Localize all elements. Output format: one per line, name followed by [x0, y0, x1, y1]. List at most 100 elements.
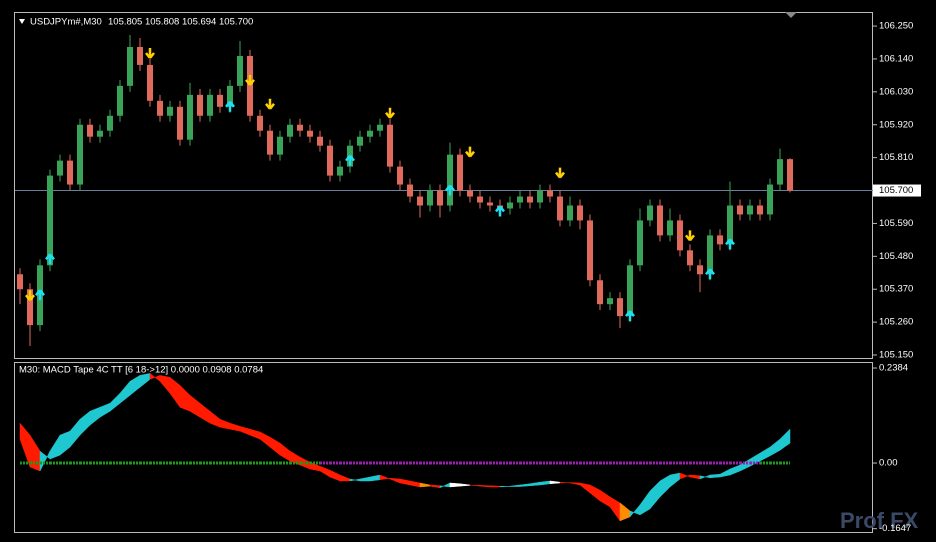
sell-arrow: [685, 230, 695, 242]
last-bar-high: 105.808: [145, 17, 179, 28]
macd-tape: [169, 376, 181, 409]
y-tick-label: 105.370: [879, 284, 913, 295]
buy-arrow: [445, 184, 455, 196]
candle-body: [257, 115, 263, 131]
candle-body: [317, 136, 323, 146]
candle-body: [397, 166, 403, 185]
candle-body: [17, 274, 23, 290]
macd-tape: [469, 484, 481, 487]
macd-tape: [159, 375, 171, 394]
macd-tape: [699, 474, 711, 480]
candle-body: [217, 94, 223, 107]
buy-arrow: [625, 310, 635, 322]
macd-tape: [739, 458, 751, 472]
macd-tape: [609, 496, 621, 522]
macd-tape: [529, 481, 541, 487]
macd-tape: [39, 450, 51, 472]
candle-body: [617, 298, 623, 317]
candle-body: [367, 130, 373, 137]
macd-tape: [689, 474, 701, 480]
macd-tape: [709, 473, 721, 479]
candle-body: [667, 220, 673, 236]
macd-tape: [129, 374, 141, 396]
candle-body: [427, 190, 433, 206]
macd-tape: [659, 474, 671, 498]
macd-tape: [569, 482, 581, 486]
buy-arrow: [345, 154, 355, 166]
macd-tape: [679, 472, 691, 480]
macd-tape: [199, 402, 211, 424]
y-tick-label: -0.1647: [879, 523, 911, 534]
candle-body: [97, 130, 103, 137]
candle-body: [57, 160, 63, 176]
candle-body: [287, 124, 293, 137]
candle-body: [457, 154, 463, 191]
candle-body: [677, 220, 683, 251]
macd-tape: [219, 418, 231, 430]
candle-body: [157, 100, 163, 116]
candle-body: [87, 124, 93, 137]
macd-tape: [99, 402, 111, 418]
last-bar-low: 105.694: [182, 17, 216, 28]
candle-body: [447, 154, 453, 206]
buy-arrow: [705, 268, 715, 280]
macd-tape: [579, 482, 591, 494]
macd-tape: [669, 472, 681, 488]
candle-body: [657, 205, 663, 236]
y-tick-label: 105.480: [879, 251, 913, 262]
macd-tape: [719, 468, 731, 478]
candle-body: [27, 289, 33, 326]
macd-tape: [419, 482, 431, 488]
candle-body: [787, 159, 793, 191]
candle-body: [167, 106, 173, 116]
y-tick-label: 106.250: [879, 21, 913, 32]
macd-tape: [259, 431, 271, 448]
sell-arrow: [25, 290, 35, 301]
candle-body: [377, 124, 383, 131]
macd-tape: [599, 489, 611, 508]
macd-tape: [329, 469, 341, 482]
macd-tape: [629, 504, 641, 518]
candle-body: [777, 159, 783, 185]
candle-body: [67, 160, 73, 185]
macd-tape: [349, 478, 361, 482]
candle-body: [647, 205, 653, 221]
candle-body: [137, 46, 143, 65]
macd-tape: [19, 422, 31, 468]
sell-arrow: [555, 167, 565, 179]
macd-tape: [49, 434, 61, 460]
y-tick-label: 0.2384: [879, 363, 908, 374]
macd-tape: [279, 442, 291, 462]
y-tick-label: 106.140: [879, 53, 913, 64]
candle-body: [267, 130, 273, 155]
candle-body: [117, 85, 123, 116]
macd-tape: [399, 478, 411, 486]
macd-tape: [389, 477, 401, 484]
y-tick-label: 105.590: [879, 218, 913, 229]
macd-tape: [549, 480, 561, 485]
current-price-label: 105.700: [879, 185, 913, 196]
candle-body: [247, 55, 253, 116]
macd-tape: [519, 483, 531, 487]
candle-body: [387, 124, 393, 167]
candle-body: [197, 94, 203, 116]
macd-tape: [479, 485, 491, 488]
macd-tape: [109, 392, 121, 412]
candle-body: [307, 130, 313, 137]
candle-body: [767, 184, 773, 215]
macd-tape: [499, 485, 511, 488]
candle-body: [407, 184, 413, 197]
candle-body: [207, 94, 213, 116]
candle-body: [507, 202, 513, 209]
last-bar-close: 105.700: [219, 17, 253, 28]
indicator-pane: [14, 362, 873, 533]
candle-body: [737, 205, 743, 215]
candle-body: [277, 136, 283, 155]
candle-body: [547, 190, 553, 197]
y-tick-label: 105.920: [879, 119, 913, 130]
macd-tape: [539, 480, 551, 486]
price-pane: [14, 12, 873, 359]
watermark: Prof FX: [840, 508, 919, 533]
macd-tape: [69, 418, 81, 448]
